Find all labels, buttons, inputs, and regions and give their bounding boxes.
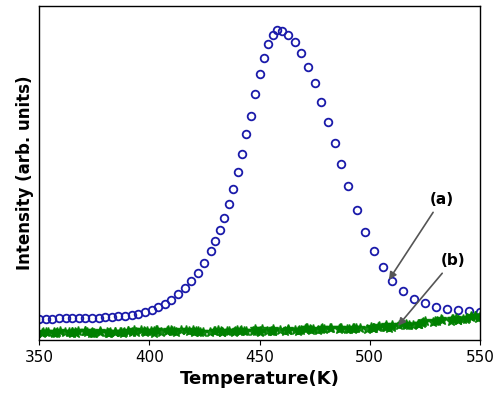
Text: (b): (b) xyxy=(399,253,465,324)
Y-axis label: Intensity (arb. units): Intensity (arb. units) xyxy=(16,76,34,270)
X-axis label: Temperature(K): Temperature(K) xyxy=(180,370,340,388)
Text: (a): (a) xyxy=(390,192,454,278)
